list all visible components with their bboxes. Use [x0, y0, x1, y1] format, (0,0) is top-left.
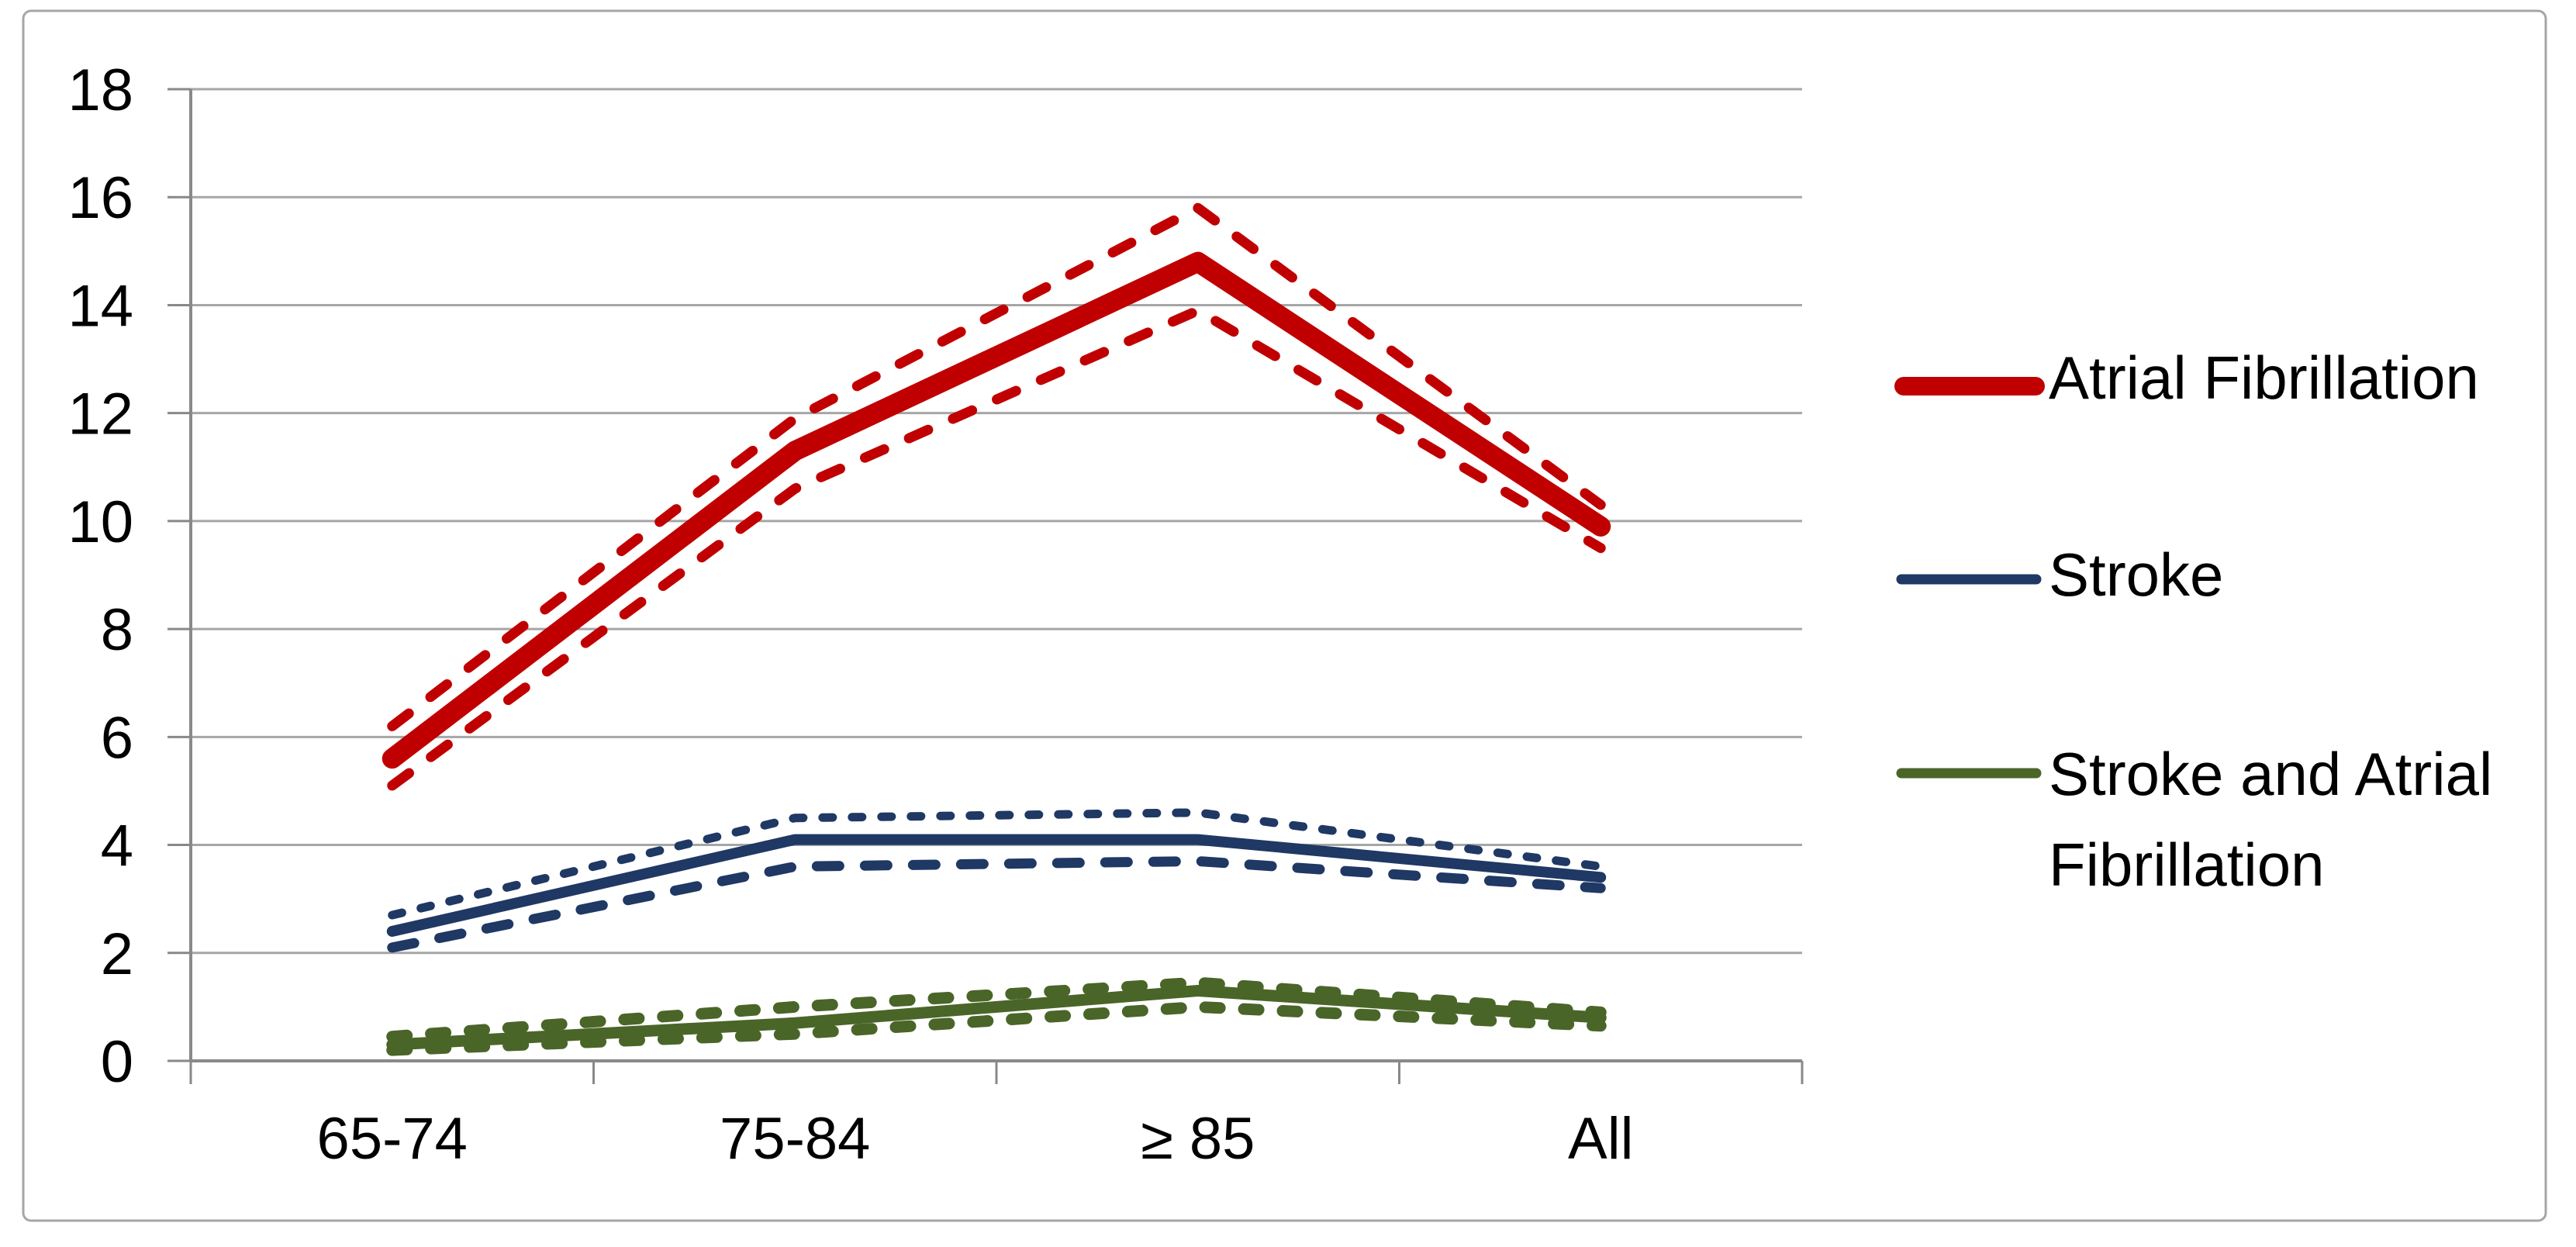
- axes: [167, 88, 1804, 1084]
- ci-lower-line-stroke: [387, 855, 1606, 953]
- y-tick-label-18: 18: [67, 57, 133, 123]
- y-tick-label-10: 10: [67, 489, 133, 555]
- series-line-stroke-and-atrial-fibrillation: [386, 985, 1607, 1051]
- figure-border: [22, 9, 2547, 1222]
- x-tick-label-1: 65-74: [317, 1106, 468, 1172]
- legend-label-stroke-and-af-line1: Stroke and Atrial: [2049, 740, 2492, 808]
- legend-label-stroke: Stroke: [2049, 541, 2223, 609]
- series-line-atrial-fibrillation: [382, 251, 1611, 769]
- x-tick-label-3: ≥ 85: [1141, 1106, 1255, 1172]
- y-tick-label-2: 2: [101, 921, 133, 987]
- legend: Atrial Fibrillation Stroke Stroke and At…: [1894, 344, 2492, 899]
- ci-upper-line-atrial-fibrillation: [387, 202, 1606, 731]
- legend-label-atrial-fibrillation: Atrial Fibrillation: [2049, 344, 2479, 412]
- legend-label-stroke-and-af-line2: Fibrillation: [2049, 831, 2324, 899]
- y-tick-label-8: 8: [101, 597, 133, 663]
- y-tick-label-12: 12: [67, 382, 133, 447]
- x-tick-label-4: All: [1568, 1106, 1633, 1172]
- y-tick-label-0: 0: [101, 1029, 133, 1095]
- y-tick-label-16: 16: [67, 165, 133, 231]
- y-axis-labels: 0 2 4 6 8 10 12 14 16 18: [67, 57, 133, 1095]
- ci-lower-line-atrial-fibrillation: [387, 305, 1606, 791]
- series-line-stroke: [386, 834, 1607, 937]
- ci-lower-line-stroke-and-atrial-fibrillation: [386, 1000, 1607, 1056]
- series-lines: [382, 202, 1611, 1056]
- y-tick-label-6: 6: [101, 705, 133, 771]
- y-tick-label-14: 14: [67, 273, 133, 339]
- y-tick-label-4: 4: [101, 813, 133, 879]
- ci-upper-line-stroke-and-atrial-fibrillation: [386, 976, 1607, 1043]
- x-tick-label-2: 75-84: [720, 1106, 870, 1172]
- gridlines: [191, 88, 1802, 1062]
- x-axis-labels: 65-74 75-84 ≥ 85 All: [317, 1106, 1634, 1172]
- ci-upper-line-stroke: [388, 808, 1605, 920]
